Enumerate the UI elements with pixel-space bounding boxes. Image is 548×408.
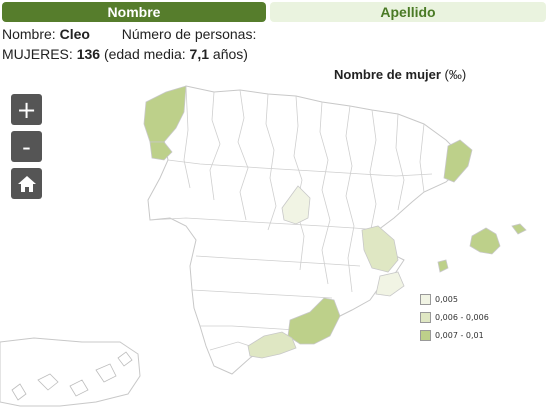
women-info-row: MUJERES: 136 (edad media: 7,1 años) <box>2 46 248 62</box>
balearic-menorca[interactable] <box>511 223 527 235</box>
age-suffix: años) <box>212 46 248 62</box>
minus-icon: - <box>22 132 31 161</box>
balearic-ibiza[interactable] <box>437 259 449 273</box>
women-count: 136 <box>76 46 101 62</box>
province-granada[interactable] <box>287 297 341 345</box>
map-legend: 0,005 0,006 - 0,006 0,007 - 0,01 <box>420 290 489 344</box>
mainland-outline <box>147 85 469 375</box>
legend-label: 0,007 - 0,01 <box>435 330 484 340</box>
tab-bar: Nombre Apellido <box>2 2 546 22</box>
tab-nombre[interactable]: Nombre <box>2 2 266 22</box>
province-alicante[interactable] <box>375 271 405 297</box>
province-pontevedra[interactable] <box>149 141 173 161</box>
legend-item: 0,007 - 0,01 <box>420 326 489 344</box>
province-barcelona[interactable] <box>443 139 473 183</box>
legend-label: 0,006 - 0,006 <box>435 312 489 322</box>
province-madrid[interactable] <box>281 185 311 225</box>
province-a-coruna[interactable] <box>143 85 187 143</box>
map-title: Nombre de mujer (‰) <box>334 67 466 82</box>
plus-icon: + <box>16 95 37 124</box>
age-value: 7,1 <box>189 46 210 62</box>
name-value: Cleo <box>59 26 90 42</box>
province-malaga[interactable] <box>247 331 297 359</box>
canary-islands <box>11 351 133 401</box>
zoom-in-button[interactable]: + <box>11 94 42 125</box>
province-borders <box>149 85 433 351</box>
legend-label: 0,005 <box>435 294 458 304</box>
spain-map[interactable] <box>0 80 548 408</box>
canary-islands-outline <box>0 337 141 407</box>
map-title-text: Nombre de mujer <box>334 67 441 82</box>
zoom-out-button[interactable]: - <box>11 131 42 162</box>
women-label: MUJERES: <box>2 46 73 62</box>
legend-item: 0,006 - 0,006 <box>420 308 489 326</box>
legend-swatch <box>420 311 431 323</box>
home-icon <box>17 175 36 192</box>
name-label: Nombre: <box>2 26 56 42</box>
person-count-label: Número de personas: <box>121 26 257 42</box>
name-info-row: Nombre: Cleo Número de personas: <box>2 26 256 42</box>
legend-item: 0,005 <box>420 290 489 308</box>
balearic-mallorca[interactable] <box>469 227 501 255</box>
age-prefix: (edad media: <box>103 46 186 62</box>
legend-swatch <box>420 293 431 305</box>
province-valencia[interactable] <box>361 225 399 273</box>
legend-swatch <box>420 329 431 341</box>
map-title-unit: (‰) <box>444 67 467 82</box>
home-button[interactable] <box>11 168 42 199</box>
tab-apellido[interactable]: Apellido <box>270 2 546 22</box>
